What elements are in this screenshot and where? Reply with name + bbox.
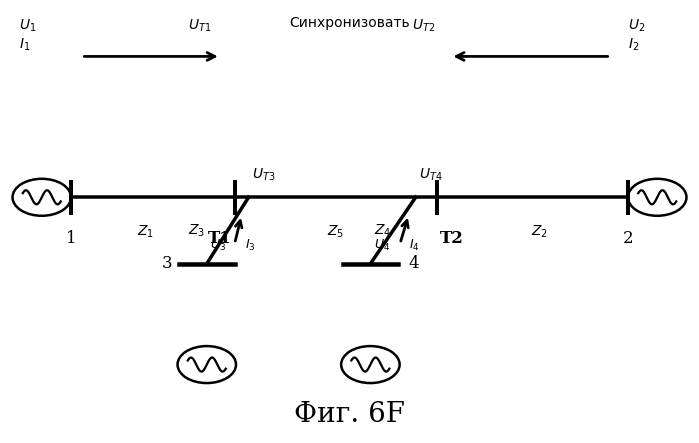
Text: $U_{T1}$: $U_{T1}$: [188, 18, 211, 35]
Text: $I_4$: $I_4$: [409, 237, 419, 253]
Text: 1: 1: [66, 230, 76, 247]
Text: 4: 4: [409, 255, 419, 272]
Text: $I_2$: $I_2$: [628, 37, 640, 53]
Text: Фиг. 6F: Фиг. 6F: [294, 401, 405, 428]
Text: $U_3$: $U_3$: [210, 237, 226, 253]
Text: Синхронизовать: Синхронизовать: [289, 16, 410, 30]
Text: $U_{T3}$: $U_{T3}$: [252, 167, 275, 183]
Text: $Z_2$: $Z_2$: [531, 224, 548, 240]
Text: $U_{T2}$: $U_{T2}$: [412, 18, 435, 35]
Text: 2: 2: [623, 230, 633, 247]
Text: $Z_4$: $Z_4$: [374, 222, 391, 239]
Text: $I_3$: $I_3$: [245, 237, 256, 253]
Text: $U_4$: $U_4$: [374, 237, 390, 253]
Text: $U_2$: $U_2$: [628, 18, 645, 35]
Text: $I_1$: $I_1$: [19, 37, 30, 53]
Text: $U_1$: $U_1$: [19, 18, 36, 35]
Text: $Z_3$: $Z_3$: [188, 222, 205, 239]
Text: $Z_5$: $Z_5$: [327, 224, 344, 240]
Text: T2: T2: [440, 230, 464, 247]
Text: T1: T1: [208, 230, 231, 247]
Text: $U_{T4}$: $U_{T4}$: [419, 167, 442, 183]
Text: $Z_1$: $Z_1$: [137, 224, 154, 240]
Text: 3: 3: [161, 255, 172, 272]
